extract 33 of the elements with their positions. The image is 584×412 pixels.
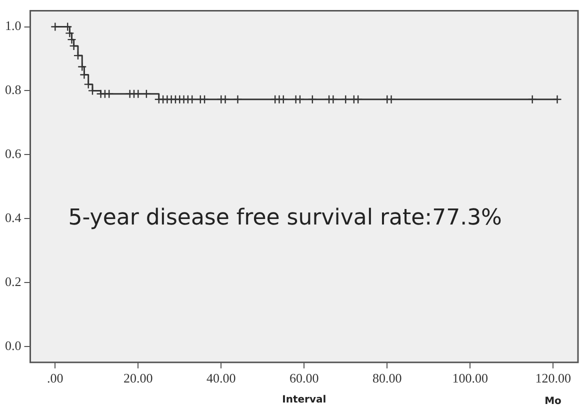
text: Mo [544, 396, 562, 407]
point [220, 94, 230, 104]
point [187, 94, 197, 104]
y-tick-label: 0.6 [5, 146, 22, 162]
point [353, 94, 363, 104]
y-tick-label: 0.0 [5, 338, 22, 353]
point [104, 89, 114, 99]
x-tick-label: .00 [47, 370, 64, 386]
y-tick-label: 0.8 [5, 82, 22, 98]
x-tick-label: 40.00 [206, 370, 236, 386]
x-tick-label: 120.00 [535, 370, 571, 386]
x-tick-label: 100.00 [452, 370, 488, 386]
point [142, 89, 152, 99]
point [200, 94, 210, 104]
x-tick-label: 80.00 [372, 370, 402, 386]
point [528, 94, 537, 104]
y-tick-label: 0.4 [5, 210, 22, 225]
point [308, 94, 318, 104]
y-tick-label: 1.0 [5, 18, 22, 34]
x-axis-title: Interval [282, 394, 326, 406]
annotation: 5-year disease free survival rate:77.3% [68, 205, 502, 230]
x-tick-label: 20.00 [124, 370, 153, 386]
y-tick-label: 0.2 [5, 274, 22, 289]
point [73, 50, 83, 60]
point [552, 94, 562, 104]
point [233, 94, 242, 104]
x-tick-label: 60.00 [290, 370, 319, 386]
point [341, 94, 350, 104]
point [78, 62, 87, 72]
point [328, 94, 338, 104]
point [295, 94, 305, 104]
point [386, 94, 396, 104]
point [134, 89, 143, 99]
